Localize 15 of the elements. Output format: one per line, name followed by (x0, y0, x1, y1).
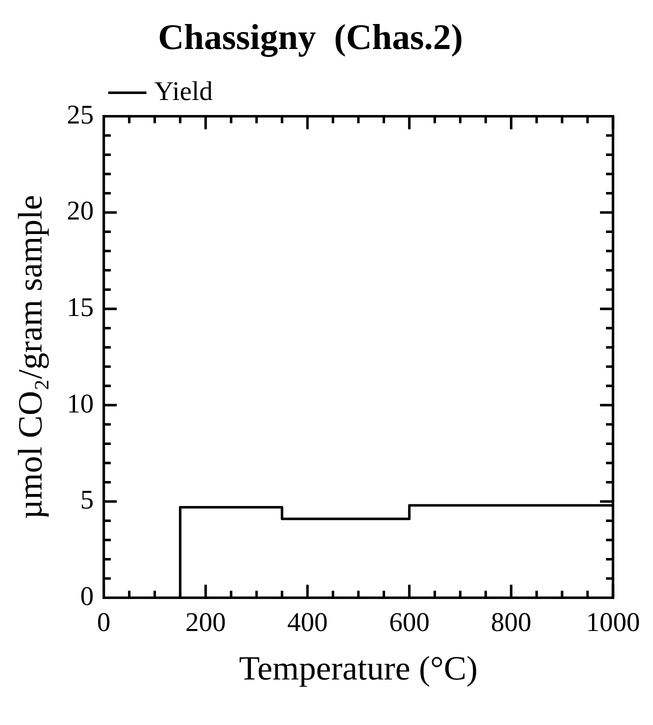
x-tick-label: 800 (490, 607, 532, 638)
x-tick-label: 400 (287, 607, 328, 638)
y-tick-label: 0 (80, 580, 94, 611)
y-tick-label: 25 (66, 99, 94, 130)
y-tick-label: 15 (66, 292, 94, 322)
x-axis-title: Temperature (°C) (239, 650, 478, 688)
x-tick-label: 1000 (586, 607, 640, 638)
y-tick-label: 10 (66, 388, 94, 418)
y-tick-label: 5 (80, 484, 94, 515)
chart-title: Chassigny (Chas.2) (158, 16, 464, 57)
y-tick-label: 20 (66, 196, 94, 226)
y-axis-title: µmol CO₂/gram sample (12, 194, 50, 520)
legend-label: Yield (154, 76, 214, 106)
x-tick-label: 200 (185, 607, 226, 638)
x-tick-label: 600 (389, 607, 430, 638)
